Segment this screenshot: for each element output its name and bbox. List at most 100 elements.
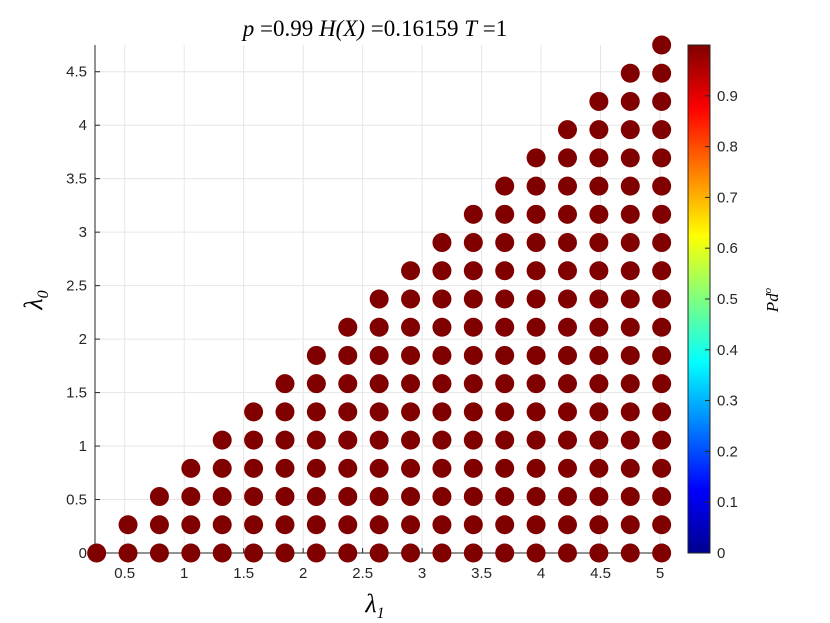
- scatter-point: [338, 374, 358, 394]
- scatter-point: [589, 458, 609, 478]
- scatter-point: [495, 458, 515, 478]
- scatter-point: [526, 430, 546, 450]
- scatter-point: [526, 176, 546, 196]
- scatter-point: [212, 487, 232, 507]
- scatter-point: [432, 487, 452, 507]
- scatter-point: [589, 289, 609, 309]
- scatter-point: [181, 487, 201, 507]
- scatter-point: [306, 345, 326, 365]
- scatter-point: [432, 345, 452, 365]
- scatter-point: [401, 317, 421, 337]
- scatter-point: [495, 487, 515, 507]
- scatter-point: [149, 487, 169, 507]
- scatter-point: [526, 261, 546, 281]
- scatter-point: [338, 345, 358, 365]
- scatter-point: [495, 233, 515, 253]
- scatter-point: [495, 204, 515, 224]
- x-tick-label: 4: [537, 565, 545, 582]
- scatter-point: [369, 430, 389, 450]
- scatter-point: [401, 289, 421, 309]
- scatter-point: [495, 402, 515, 422]
- y-tick-label: 3: [79, 224, 87, 241]
- scatter-point: [244, 487, 264, 507]
- scatter-point: [369, 402, 389, 422]
- scatter-point: [338, 487, 358, 507]
- scatter-point: [495, 374, 515, 394]
- scatter-point: [620, 430, 640, 450]
- x-tick-label: 2.5: [352, 565, 373, 582]
- scatter-point: [212, 458, 232, 478]
- scatter-point: [369, 487, 389, 507]
- scatter-point: [401, 487, 421, 507]
- scatter-point: [589, 374, 609, 394]
- colorbar-tick-label: 0.9: [717, 88, 738, 105]
- scatter-point: [306, 402, 326, 422]
- scatter-point: [526, 148, 546, 168]
- colorbar-tick-label: 0: [717, 545, 725, 562]
- y-tick-label: 0: [79, 545, 87, 562]
- scatter-point: [526, 289, 546, 309]
- scatter-point: [557, 515, 577, 535]
- scatter-point: [432, 458, 452, 478]
- scatter-point: [589, 317, 609, 337]
- scatter-point: [118, 515, 138, 535]
- scatter-point: [432, 515, 452, 535]
- scatter-point: [557, 430, 577, 450]
- scatter-point: [463, 374, 483, 394]
- scatter-point: [652, 430, 672, 450]
- scatter-point: [652, 148, 672, 168]
- scatter-point: [589, 430, 609, 450]
- scatter-point: [526, 515, 546, 535]
- scatter-point: [620, 233, 640, 253]
- scatter-point: [275, 458, 295, 478]
- scatter-point: [526, 345, 546, 365]
- x-tick-label: 4.5: [590, 565, 611, 582]
- scatter-point: [620, 458, 640, 478]
- y-tick-label: 4.5: [66, 64, 87, 81]
- scatter-point: [652, 515, 672, 535]
- scatter-point: [338, 402, 358, 422]
- scatter-point: [557, 289, 577, 309]
- y-tick-label: 2: [79, 331, 87, 348]
- scatter-point: [557, 487, 577, 507]
- scatter-point: [306, 374, 326, 394]
- scatter-point: [495, 345, 515, 365]
- scatter-point: [244, 543, 264, 563]
- scatter-point: [432, 233, 452, 253]
- scatter-point: [432, 543, 452, 563]
- scatter-point: [557, 402, 577, 422]
- scatter-point: [652, 543, 672, 563]
- scatter-point: [589, 148, 609, 168]
- scatter-point: [620, 402, 640, 422]
- scatter-point: [557, 176, 577, 196]
- scatter-point: [557, 233, 577, 253]
- scatter-point: [338, 543, 358, 563]
- scatter-point: [338, 458, 358, 478]
- scatter-point: [463, 233, 483, 253]
- x-tick-label: 3: [418, 565, 426, 582]
- scatter-point: [589, 543, 609, 563]
- colorbar-tick-label: 0.7: [717, 189, 738, 206]
- scatter-point: [620, 374, 640, 394]
- scatter-point: [652, 402, 672, 422]
- colorbar-tick-label: 0.5: [717, 291, 738, 308]
- scatter-point: [652, 91, 672, 111]
- scatter-point: [275, 430, 295, 450]
- scatter-point: [432, 374, 452, 394]
- scatter-point: [589, 345, 609, 365]
- scatter-point: [244, 458, 264, 478]
- scatter-point: [620, 176, 640, 196]
- scatter-point: [557, 543, 577, 563]
- scatter-point: [463, 289, 483, 309]
- scatter-point: [620, 289, 640, 309]
- scatter-point: [652, 35, 672, 55]
- scatter-point: [557, 120, 577, 140]
- scatter-point: [338, 317, 358, 337]
- scatter-point: [369, 515, 389, 535]
- colorbar-ticks: 0 0.1 0.2 0.3 0.4 0.5 0.6 0.7 0.8 0.9: [705, 88, 738, 562]
- scatter-point: [87, 543, 107, 563]
- x-tick-label: 1: [180, 565, 188, 582]
- scatter-point: [557, 345, 577, 365]
- scatter-point: [526, 543, 546, 563]
